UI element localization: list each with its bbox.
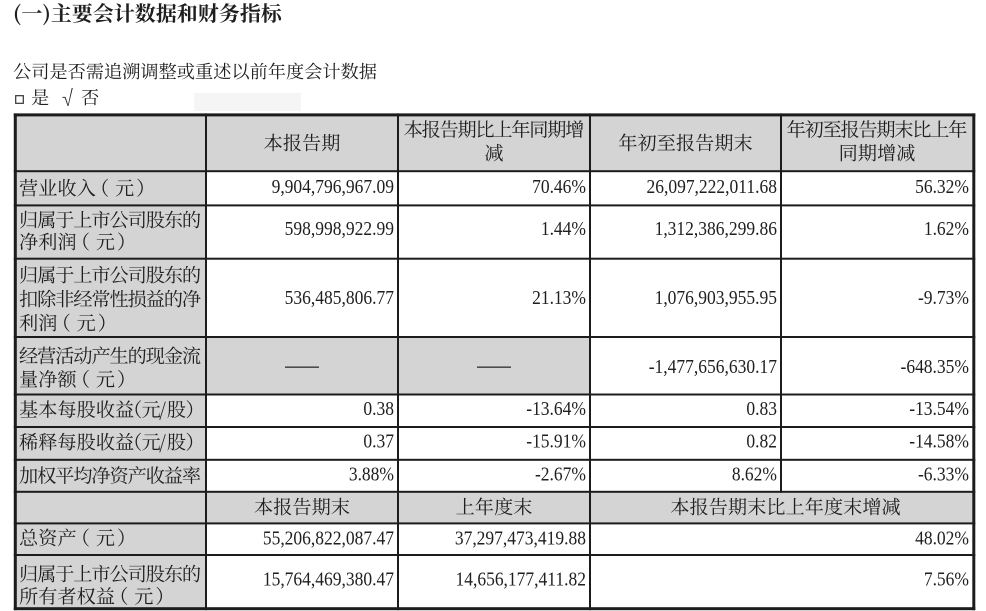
svg-text:9,904,796,967.09: 9,904,796,967.09: [272, 176, 394, 198]
svg-text:-9.73%: -9.73%: [918, 287, 969, 309]
svg-text:-15.91%: -15.91%: [526, 431, 586, 453]
svg-text:8.62%: 8.62%: [732, 463, 777, 485]
svg-text:1.44%: 1.44%: [541, 218, 586, 240]
svg-text:56.32%: 56.32%: [915, 176, 969, 198]
svg-text:1,076,903,955.95: 1,076,903,955.95: [655, 287, 777, 309]
svg-text:0.37: 0.37: [363, 431, 394, 453]
svg-text:37,297,473,419.88: 37,297,473,419.88: [455, 527, 586, 549]
svg-text:3.88%: 3.88%: [349, 463, 394, 485]
svg-text:-1,477,656,630.17: -1,477,656,630.17: [649, 356, 777, 378]
svg-text:0.83: 0.83: [746, 398, 777, 420]
svg-text:48.02%: 48.02%: [915, 527, 969, 549]
svg-text:15,764,469,380.47: 15,764,469,380.47: [263, 568, 394, 590]
svg-text:1,312,386,299.86: 1,312,386,299.86: [655, 218, 777, 240]
svg-text:536,485,806.77: 536,485,806.77: [285, 287, 394, 309]
svg-text:598,998,922.99: 598,998,922.99: [285, 218, 394, 240]
svg-text:-13.54%: -13.54%: [909, 398, 969, 420]
svg-text:14,656,177,411.82: 14,656,177,411.82: [455, 568, 586, 590]
svg-text:-14.58%: -14.58%: [909, 431, 969, 453]
svg-text:-13.64%: -13.64%: [526, 398, 586, 420]
svg-text:-648.35%: -648.35%: [900, 356, 969, 378]
svg-text:26,097,222,011.68: 26,097,222,011.68: [646, 176, 777, 198]
svg-text:0.82: 0.82: [746, 431, 777, 453]
svg-text:-6.33%: -6.33%: [918, 463, 969, 485]
svg-text:70.46%: 70.46%: [532, 176, 586, 198]
svg-text:55,206,822,087.47: 55,206,822,087.47: [263, 527, 394, 549]
svg-text:-2.67%: -2.67%: [535, 463, 586, 485]
svg-text:21.13%: 21.13%: [532, 287, 586, 309]
svg-text:0.38: 0.38: [363, 398, 394, 420]
svg-text:1.62%: 1.62%: [924, 218, 969, 240]
svg-text:7.56%: 7.56%: [924, 568, 969, 590]
